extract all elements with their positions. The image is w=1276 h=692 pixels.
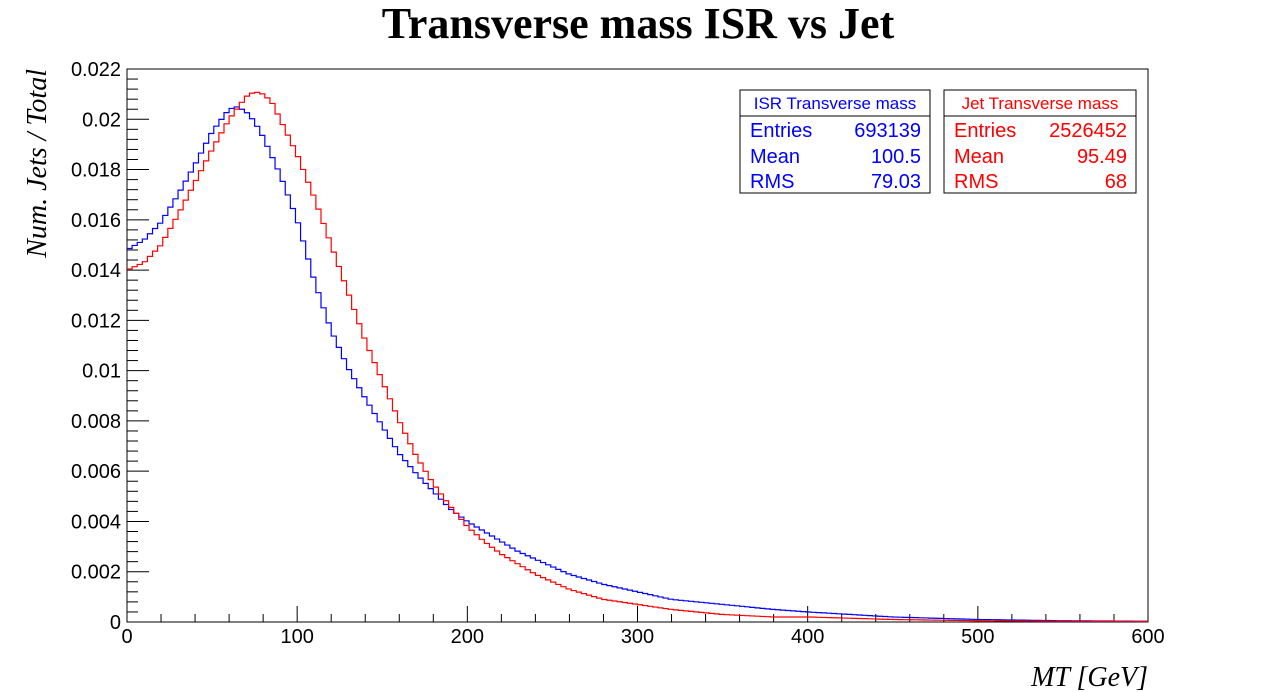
stats-isr-mean-label: Mean — [750, 146, 800, 168]
y-tick-label: 0.002 — [71, 562, 121, 584]
y-tick-label: 0.014 — [71, 260, 121, 282]
stats-isr-rms-label: RMS — [750, 171, 794, 193]
y-tick-label: 0.01 — [82, 361, 121, 383]
x-tick-label: 400 — [791, 626, 824, 648]
y-tick-label: 0.012 — [71, 310, 121, 332]
y-tick-label: 0 — [110, 612, 121, 634]
x-tick-label: 300 — [621, 626, 654, 648]
y-tick-label: 0.006 — [71, 461, 121, 483]
y-axis-title: Num. Jets / Total — [22, 69, 53, 259]
stats-jet-rms-value: 68 — [1105, 171, 1127, 193]
y-tick-label: 0.02 — [82, 109, 121, 131]
x-tick-labels: 0 100 200 300 400 500 600 — [121, 626, 1164, 648]
x-axis-title: MT [GeV] — [1030, 662, 1148, 692]
x-tick-label: 500 — [961, 626, 994, 648]
x-tick-label: 600 — [1131, 626, 1164, 648]
stats-jet-rms-label: RMS — [954, 171, 998, 193]
y-tick-labels: 0 0.002 0.004 0.006 0.008 0.01 0.012 0.014 0.016… — [71, 59, 121, 634]
x-tick-label: 100 — [280, 626, 313, 648]
stats-isr-header: ISR Transverse mass — [754, 94, 917, 113]
series-group — [127, 91, 1148, 623]
stats-isr-mean-value: 100.5 — [871, 146, 921, 168]
series-isr-line — [127, 106, 1148, 622]
chart-title: Transverse mass ISR vs Jet — [382, 0, 895, 48]
stats-isr-rms-value: 79.03 — [871, 171, 921, 193]
y-tick-label: 0.004 — [71, 511, 121, 533]
stats-jet-mean-value: 95.49 — [1077, 146, 1127, 168]
y-tick-label: 0.022 — [71, 59, 121, 81]
y-tick-label: 0.016 — [71, 210, 121, 232]
stats-box-isr: ISR Transverse mass Entries 693139 Mean … — [739, 89, 931, 194]
stats-jet-entries-label: Entries — [954, 120, 1016, 142]
stats-jet-header: Jet Transverse mass — [962, 94, 1119, 113]
y-tick-label: 0.018 — [71, 160, 121, 182]
axis-ticks — [126, 68, 1149, 623]
stats-jet-mean-label: Mean — [954, 146, 1004, 168]
stats-isr-entries-value: 693139 — [854, 120, 921, 142]
x-tick-label: 200 — [451, 626, 484, 648]
stats-isr-entries-label: Entries — [750, 120, 812, 142]
series-jet-line — [127, 91, 1148, 623]
stats-box-jet: Jet Transverse mass Entries 2526452 Mean… — [943, 89, 1137, 194]
stats-box-jet-frame — [943, 89, 1137, 194]
stats-jet-entries-value: 2526452 — [1049, 120, 1127, 142]
x-tick-label: 0 — [121, 626, 132, 648]
stats-box-isr-frame — [739, 89, 931, 194]
y-tick-label: 0.008 — [71, 411, 121, 433]
